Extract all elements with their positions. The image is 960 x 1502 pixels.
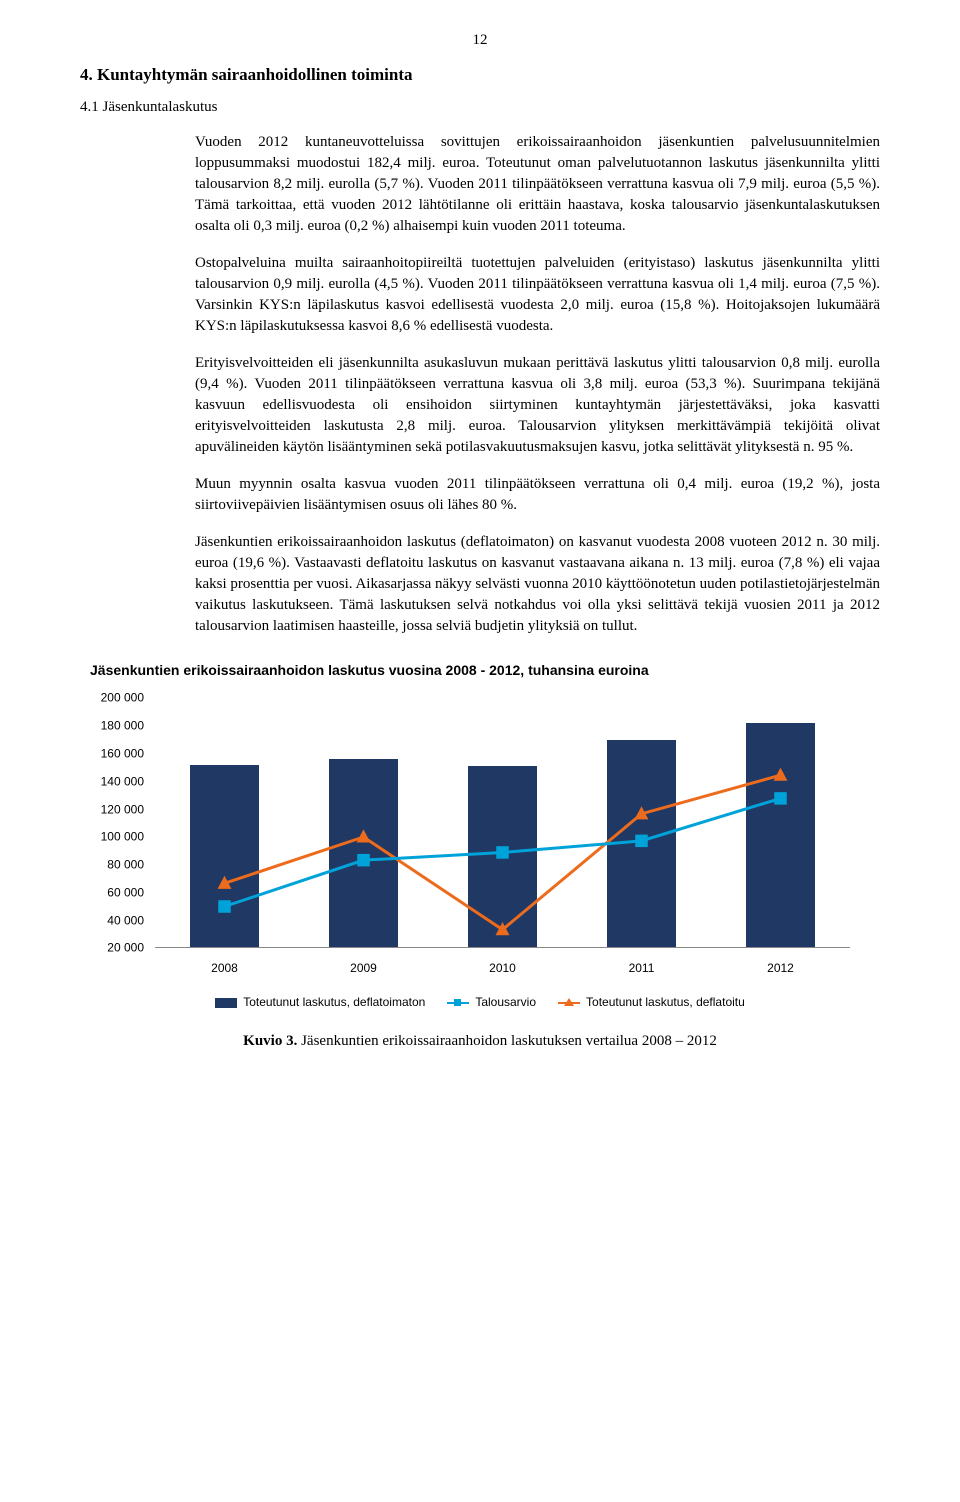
chart-plot bbox=[155, 698, 850, 948]
y-tick-label: 160 000 bbox=[101, 746, 144, 763]
chart-lines-overlay bbox=[155, 698, 850, 1393]
paragraph: Muun myynnin osalta kasvua vuoden 2011 t… bbox=[195, 474, 880, 516]
x-tick-label: 2012 bbox=[732, 954, 829, 978]
line-swatch-icon bbox=[558, 1002, 580, 1005]
chart: 200 000180 000160 000140 000120 000100 0… bbox=[90, 698, 860, 978]
x-tick-label: 2009 bbox=[315, 954, 412, 978]
chart-title: Jäsenkuntien erikoissairaanhoidon laskut… bbox=[90, 661, 880, 681]
x-tick-label: 2011 bbox=[593, 954, 690, 978]
heading-section-4-1: 4.1 Jäsenkuntalaskutus bbox=[80, 97, 880, 118]
body-text: Vuoden 2012 kuntaneuvotteluissa sovittuj… bbox=[195, 132, 880, 637]
y-tick-label: 120 000 bbox=[101, 801, 144, 818]
y-tick-label: 20 000 bbox=[107, 940, 144, 957]
y-tick-label: 60 000 bbox=[107, 884, 144, 901]
x-tick-label: 2008 bbox=[176, 954, 273, 978]
square-marker-icon bbox=[454, 999, 461, 1006]
y-tick-label: 40 000 bbox=[107, 912, 144, 929]
paragraph: Erityisvelvoitteiden eli jäsenkunnilta a… bbox=[195, 353, 880, 458]
paragraph: Vuoden 2012 kuntaneuvotteluissa sovittuj… bbox=[195, 132, 880, 237]
paragraph: Jäsenkuntien erikoissairaanhoidon laskut… bbox=[195, 532, 880, 637]
y-tick-label: 80 000 bbox=[107, 857, 144, 874]
paragraph: Ostopalveluina muilta sairaanhoitopiirei… bbox=[195, 253, 880, 337]
x-axis-labels: 2008 2009 2010 2011 2012 bbox=[155, 954, 850, 978]
x-tick-label: 2010 bbox=[454, 954, 551, 978]
y-tick-label: 180 000 bbox=[101, 718, 144, 735]
line-swatch-icon bbox=[447, 1002, 469, 1005]
triangle-marker-icon bbox=[564, 998, 574, 1006]
y-tick-label: 200 000 bbox=[101, 690, 144, 707]
y-tick-label: 100 000 bbox=[101, 829, 144, 846]
y-axis-labels: 200 000180 000160 000140 000120 000100 0… bbox=[90, 698, 150, 948]
y-tick-label: 140 000 bbox=[101, 773, 144, 790]
page: 12 4. Kuntayhtymän sairaanhoidollinen to… bbox=[40, 0, 920, 1082]
heading-section-4: 4. Kuntayhtymän sairaanhoidollinen toimi… bbox=[80, 63, 880, 87]
page-number: 12 bbox=[80, 30, 880, 51]
